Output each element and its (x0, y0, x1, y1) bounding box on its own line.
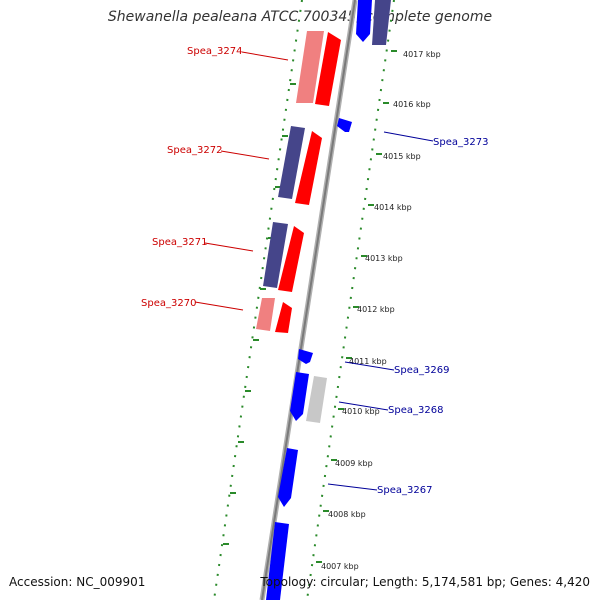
label-spea-3270: Spea_3270 (141, 298, 196, 309)
label-spea-3269: Spea_3269 (394, 365, 449, 376)
label-spea-3267: Spea_3267 (377, 485, 432, 496)
gene-spea-3273-shape[interactable] (337, 118, 352, 132)
label-spea-3274: Spea_3274 (187, 46, 242, 57)
tick-marks (316, 50, 397, 563)
label-spea-3272: Spea_3272 (167, 145, 222, 156)
genome-title: Shewanella pealeana ATCC 700345, complet… (107, 9, 493, 25)
tick-label-4012: 4012 kbp (357, 305, 395, 314)
callout-lines (194, 51, 434, 491)
tick-label-4011: 4011 kbp (349, 357, 387, 366)
gene-reverse-bottom[interactable] (266, 522, 289, 600)
inner-dotted-ring (306, 0, 395, 600)
gene-spea-3274-light[interactable] (296, 31, 324, 103)
genome-summary-text: Topology: circular; Length: 5,174,581 bp… (260, 575, 590, 589)
outer-dotted-ring (213, 0, 303, 600)
tick-label-4014: 4014 kbp (374, 203, 412, 212)
backbone-core (261, 0, 356, 600)
gene-spea-3270-shape[interactable] (275, 302, 292, 333)
gene-spea-3268-shape[interactable] (290, 372, 309, 421)
gene-spea-3267-shape[interactable] (278, 448, 298, 507)
tick-label-4015: 4015 kbp (383, 152, 421, 161)
gene-spea-3272-dark[interactable] (278, 126, 305, 199)
gene-spea-3269-shape[interactable] (298, 349, 313, 364)
gene-reverse-top-1[interactable] (356, 0, 372, 42)
tick-label-4016: 4016 kbp (393, 100, 431, 109)
tick-label-4017: 4017 kbp (403, 50, 441, 59)
gene-spea-3268-neutral[interactable] (306, 376, 327, 423)
accession-text: Accession: NC_009901 (9, 575, 146, 589)
gene-spea-3272-shape[interactable] (295, 131, 322, 205)
tick-label-4007: 4007 kbp (321, 562, 359, 571)
tick-label-4009: 4009 kbp (335, 459, 373, 468)
label-spea-3268: Spea_3268 (388, 405, 443, 416)
tick-label-4010: 4010 kbp (342, 407, 380, 416)
gene-spea-3271-dark[interactable] (263, 222, 288, 288)
label-spea-3271: Spea_3271 (152, 237, 207, 248)
gene-spea-3271-shape[interactable] (278, 226, 304, 292)
gene-spea-3274-shape[interactable] (315, 32, 341, 106)
tick-label-4013: 4013 kbp (365, 254, 403, 263)
label-spea-3273: Spea_3273 (433, 137, 488, 148)
gene-spea-3270-light[interactable] (256, 298, 275, 331)
tick-label-4008: 4008 kbp (328, 510, 366, 519)
gene-reverse-top-2[interactable] (372, 0, 391, 45)
